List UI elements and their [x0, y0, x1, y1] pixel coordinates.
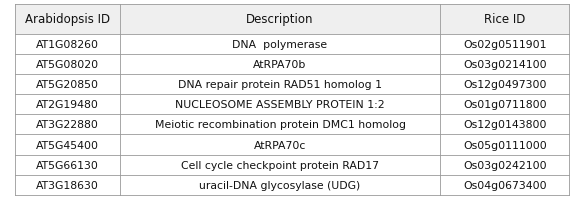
Text: Rice ID: Rice ID [484, 13, 526, 26]
Bar [15, 175, 120, 195]
Bar [120, 5, 440, 34]
Text: AT5G66130: AT5G66130 [36, 160, 99, 170]
Bar [15, 155, 120, 175]
Text: Description: Description [246, 13, 314, 26]
Text: Os12g0143800: Os12g0143800 [463, 120, 547, 130]
Text: Os03g0214100: Os03g0214100 [463, 60, 547, 70]
Bar [120, 75, 440, 95]
Text: AT5G08020: AT5G08020 [36, 60, 99, 70]
Text: Os12g0497300: Os12g0497300 [463, 80, 547, 90]
Bar [440, 155, 569, 175]
Text: AT2G19480: AT2G19480 [36, 100, 99, 110]
Bar [120, 115, 440, 135]
Text: Os01g0711800: Os01g0711800 [463, 100, 547, 110]
Text: Os04g0673400: Os04g0673400 [463, 180, 547, 190]
Text: Meiotic recombination protein DMC1 homolog: Meiotic recombination protein DMC1 homol… [155, 120, 405, 130]
Text: AtRPA70c: AtRPA70c [254, 140, 306, 150]
Bar [120, 95, 440, 115]
Bar [440, 75, 569, 95]
Bar [120, 55, 440, 75]
Bar [15, 5, 120, 34]
Bar [15, 115, 120, 135]
Bar [15, 34, 120, 55]
Text: AtRPA70b: AtRPA70b [253, 60, 307, 70]
Text: DNA repair protein RAD51 homolog 1: DNA repair protein RAD51 homolog 1 [178, 80, 382, 90]
Bar [440, 55, 569, 75]
Bar [440, 95, 569, 115]
Bar [440, 175, 569, 195]
Bar [440, 115, 569, 135]
Bar [440, 34, 569, 55]
Text: AT5G45400: AT5G45400 [36, 140, 99, 150]
Text: AT5G20850: AT5G20850 [36, 80, 99, 90]
Text: DNA  polymerase: DNA polymerase [232, 40, 328, 49]
Bar [120, 135, 440, 155]
Text: Os03g0242100: Os03g0242100 [463, 160, 547, 170]
Text: Os05g0111000: Os05g0111000 [463, 140, 547, 150]
Bar [120, 175, 440, 195]
Text: uracil-DNA glycosylase (UDG): uracil-DNA glycosylase (UDG) [199, 180, 361, 190]
Text: Cell cycle checkpoint protein RAD17: Cell cycle checkpoint protein RAD17 [181, 160, 379, 170]
Text: AT1G08260: AT1G08260 [36, 40, 99, 49]
Bar [440, 5, 569, 34]
Bar [120, 155, 440, 175]
Bar [15, 95, 120, 115]
Bar [15, 135, 120, 155]
Bar [15, 75, 120, 95]
Bar [15, 55, 120, 75]
Text: AT3G18630: AT3G18630 [36, 180, 99, 190]
Bar [120, 34, 440, 55]
Text: AT3G22880: AT3G22880 [36, 120, 99, 130]
Text: NUCLEOSOME ASSEMBLY PROTEIN 1:2: NUCLEOSOME ASSEMBLY PROTEIN 1:2 [175, 100, 385, 110]
Text: Os02g0511901: Os02g0511901 [463, 40, 547, 49]
Bar [440, 135, 569, 155]
Text: Arabidopsis ID: Arabidopsis ID [25, 13, 110, 26]
